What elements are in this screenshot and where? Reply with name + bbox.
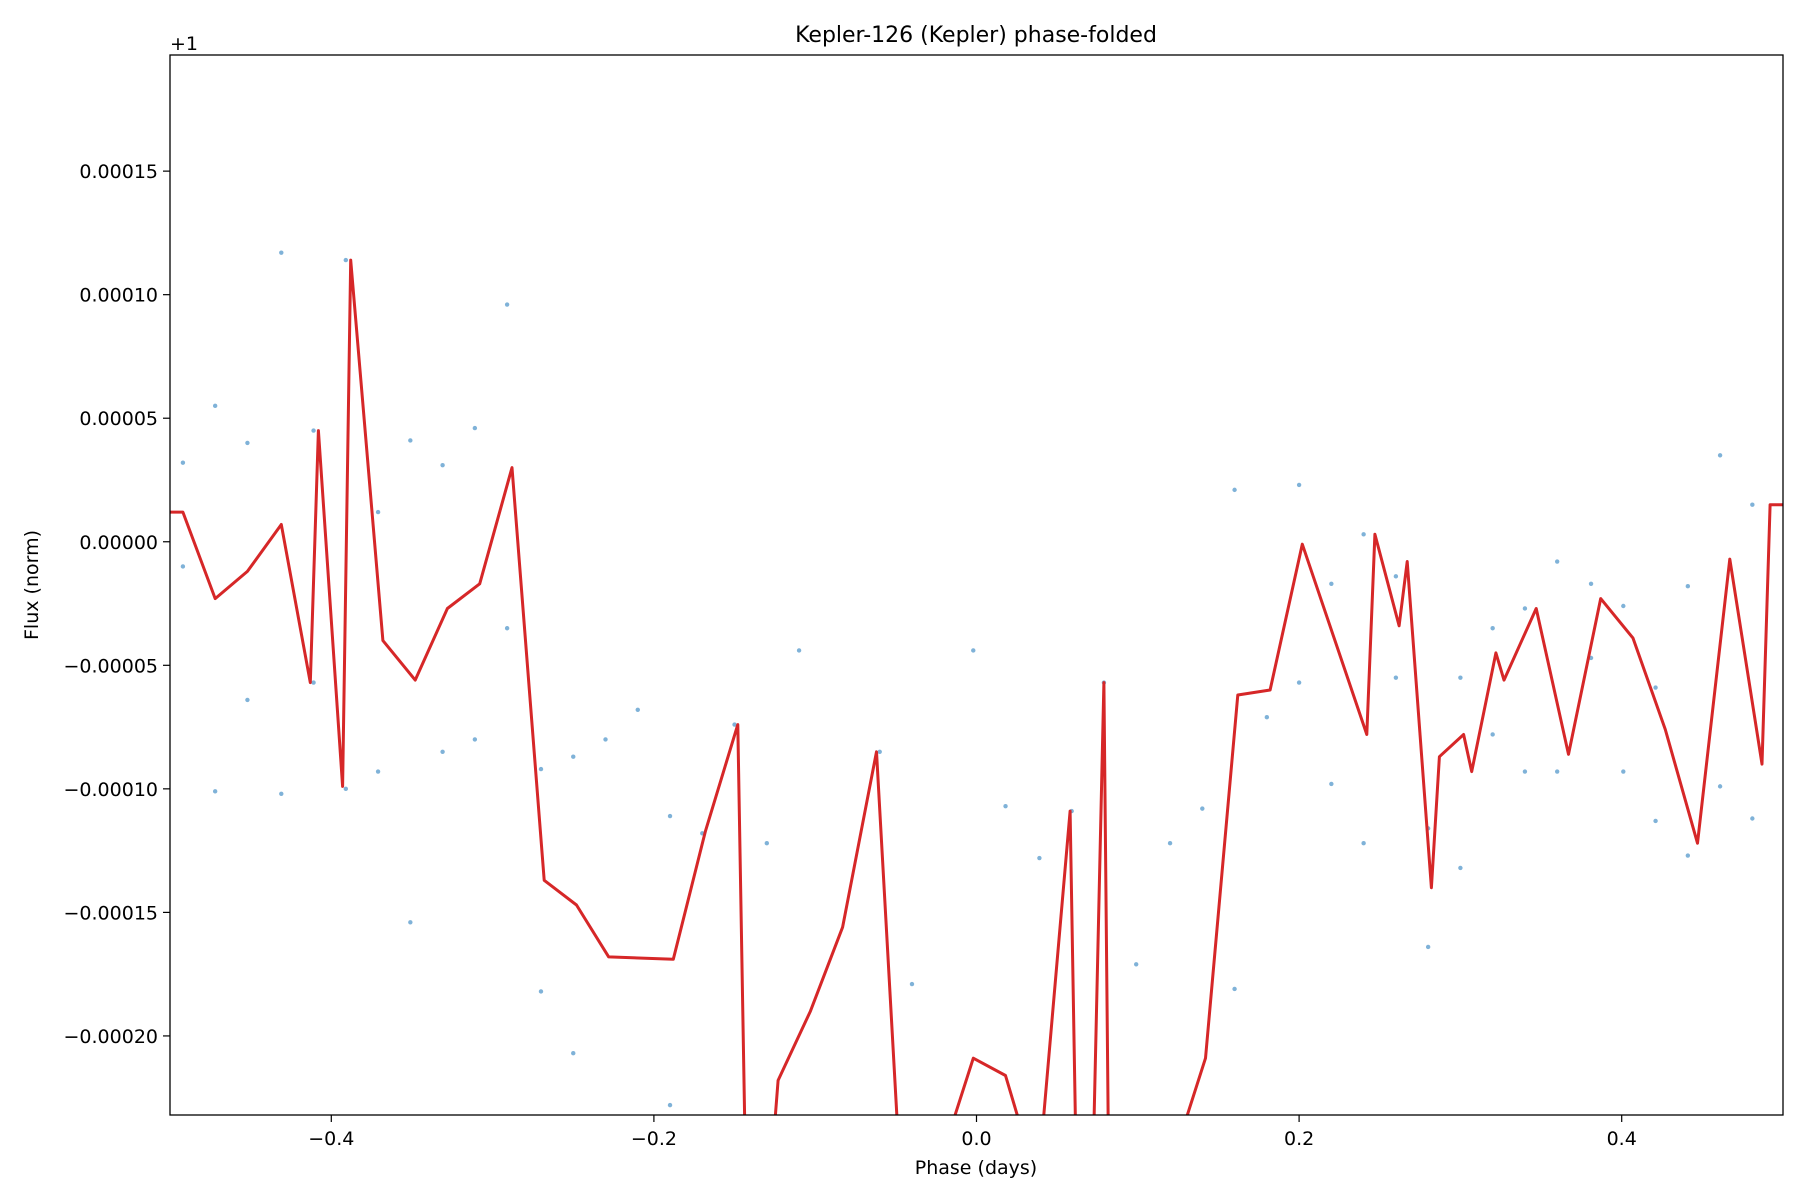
x-axis-label: Phase (days): [915, 1157, 1037, 1179]
x-axis-ticks: −0.4 −0.2 0.0 0.2 0.4: [308, 1115, 1637, 1150]
data-point: [311, 428, 316, 433]
data-point: [1621, 603, 1626, 609]
y-tick-label: 0.00015: [79, 161, 158, 183]
x-tick-label: 0.0: [961, 1128, 991, 1150]
x-tick-label: −0.2: [631, 1128, 677, 1150]
data-point: [1329, 781, 1334, 787]
data-point: [1458, 675, 1463, 680]
data-point: [1003, 803, 1008, 809]
data-point: [1133, 962, 1139, 967]
data-point: [472, 737, 478, 742]
data-point: [1490, 626, 1495, 631]
data-point: [1361, 841, 1366, 846]
x-tick-label: 0.4: [1607, 1128, 1637, 1150]
data-point: [472, 425, 478, 431]
data-point: [375, 769, 381, 774]
chart-title: Kepler-126 (Kepler) phase-folded: [795, 23, 1157, 48]
data-point: [1685, 584, 1691, 589]
data-point: [343, 786, 349, 792]
data-point: [1653, 818, 1658, 824]
data-point: [1232, 487, 1237, 493]
data-point: [1264, 714, 1270, 720]
data-point: [245, 440, 250, 446]
data-point: [343, 257, 349, 263]
data-point: [440, 462, 445, 468]
data-point: [279, 250, 284, 255]
data-point: [1296, 680, 1302, 685]
y-tick-label: 0.00005: [79, 408, 158, 430]
data-point: [1522, 769, 1528, 774]
data-point: [603, 737, 608, 742]
binned-flux-line: [170, 258, 1783, 1115]
data-point: [311, 680, 316, 685]
data-point: [877, 749, 882, 754]
y-tick-label: −0.00010: [64, 779, 159, 801]
data-point: [408, 920, 413, 925]
data-point: [1037, 855, 1042, 861]
y-tick-label: −0.00005: [64, 655, 159, 677]
plot-frame: [169, 54, 1784, 1116]
data-point: [764, 841, 770, 846]
data-point: [571, 1051, 576, 1056]
data-point: [1393, 574, 1399, 579]
data-point: [1717, 453, 1723, 458]
data-point: [1750, 816, 1755, 821]
data-point: [375, 509, 381, 515]
data-point: [1361, 532, 1366, 537]
y-offset-label: +1: [170, 33, 198, 55]
data-point: [1554, 559, 1560, 564]
x-tick-label: −0.4: [308, 1128, 354, 1150]
data-point: [909, 981, 915, 987]
data-point: [796, 648, 802, 653]
data-point: [538, 989, 544, 994]
data-point: [1232, 986, 1237, 992]
data-point: [279, 791, 284, 796]
data-point: [504, 626, 510, 631]
data-point: [1490, 732, 1495, 737]
data-point: [245, 697, 250, 703]
y-tick-label: 0.00000: [79, 532, 158, 554]
data-point: [1621, 769, 1626, 774]
data-point: [1167, 841, 1173, 846]
data-point: [667, 813, 673, 819]
data-point: [180, 564, 186, 569]
data-point: [1588, 581, 1594, 586]
y-tick-label: −0.00020: [64, 1026, 159, 1048]
data-point: [1329, 581, 1334, 586]
data-layer: [170, 250, 1783, 1115]
data-point: [1717, 784, 1723, 789]
data-point: [971, 648, 976, 653]
data-point: [1296, 482, 1302, 488]
y-axis-label: Flux (norm): [21, 530, 43, 640]
x-tick-label: 0.2: [1284, 1128, 1314, 1150]
data-point: [212, 403, 218, 409]
data-point: [1393, 675, 1399, 680]
y-axis-ticks: −0.00020 −0.00015 −0.00010 −0.00005 0.00000 0…: [64, 161, 170, 1048]
data-point: [1554, 769, 1560, 774]
y-tick-label: −0.00015: [64, 902, 159, 924]
data-point: [180, 460, 186, 465]
data-point: [212, 789, 218, 794]
data-point: [1685, 853, 1691, 858]
y-tick-label: 0.00010: [79, 285, 158, 307]
data-point: [538, 766, 544, 772]
data-point: [1653, 685, 1658, 690]
data-point: [1522, 606, 1528, 611]
data-point: [1458, 865, 1463, 871]
data-point: [571, 754, 576, 759]
data-point: [667, 1102, 673, 1108]
data-point: [1750, 502, 1755, 507]
data-point: [732, 722, 737, 727]
data-point: [1425, 944, 1431, 950]
data-point: [408, 438, 413, 443]
data-point: [440, 749, 445, 754]
data-point: [635, 707, 640, 712]
data-point: [1200, 806, 1205, 811]
data-point: [504, 302, 510, 307]
